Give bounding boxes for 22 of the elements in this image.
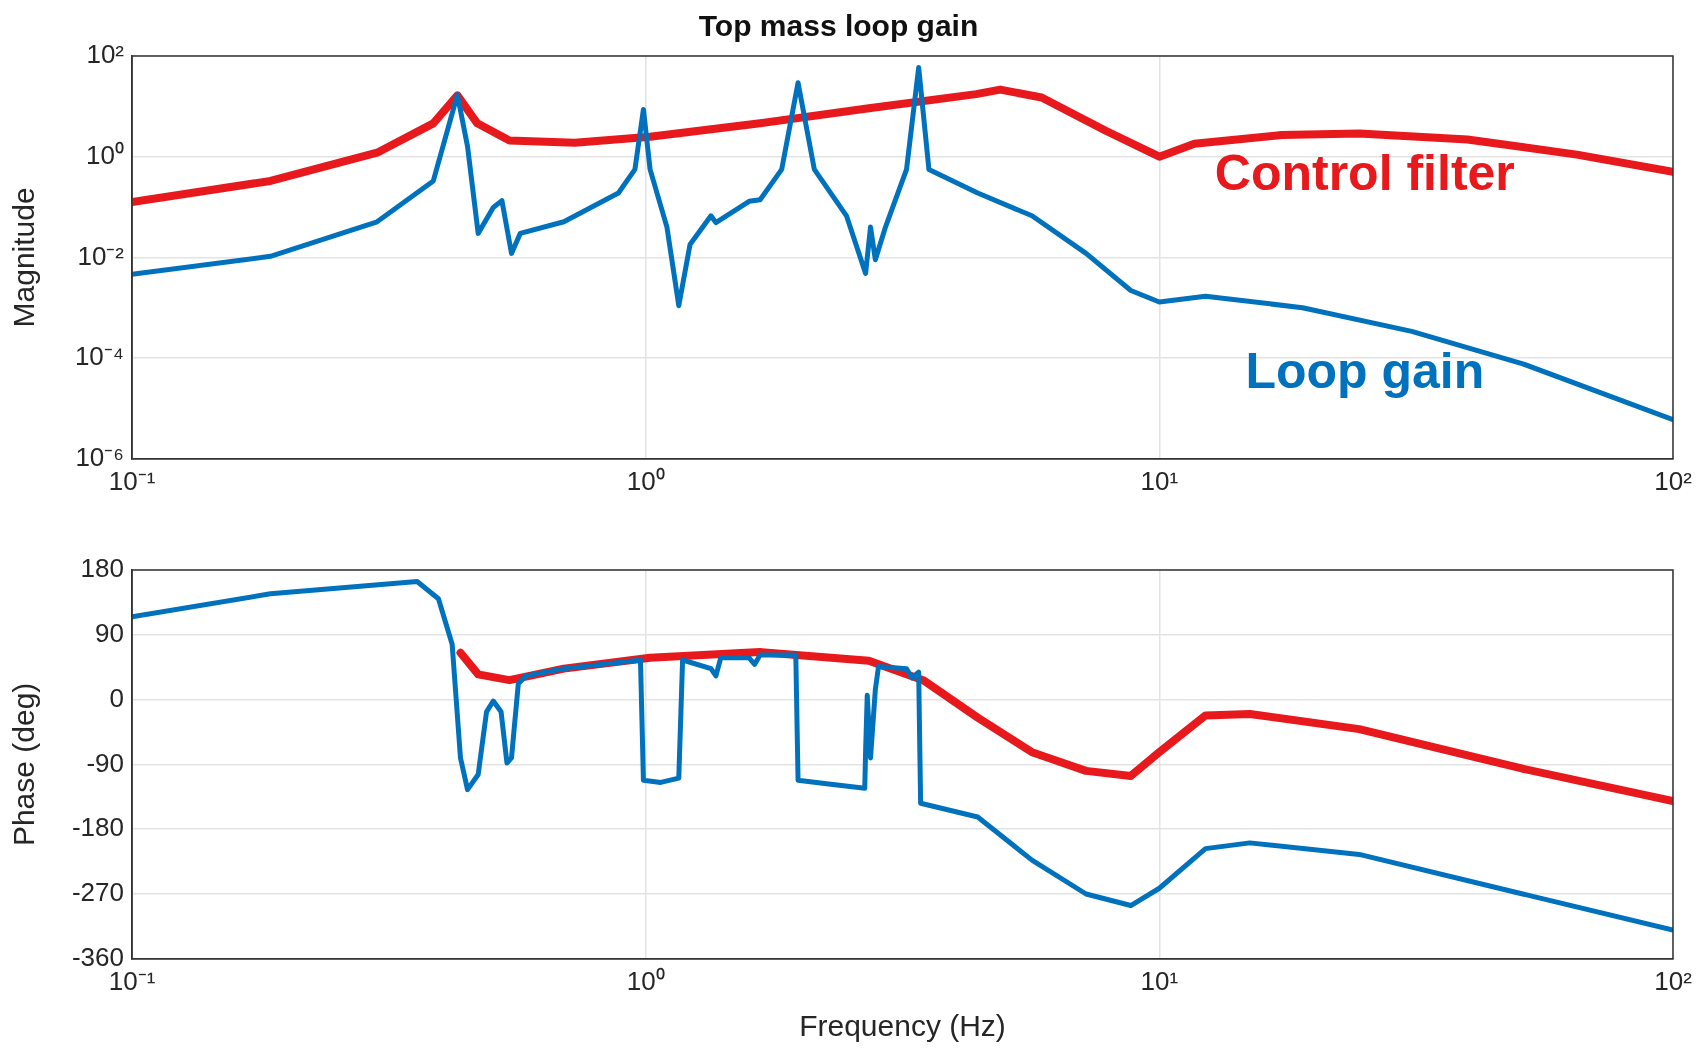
- x-tick-label: 10¹: [1140, 465, 1179, 496]
- y-tick-label: -180: [71, 812, 124, 843]
- series-label: Control filter: [1214, 145, 1515, 202]
- y-tick-label: 10²: [86, 39, 125, 70]
- y-tick-label: 180: [80, 553, 124, 584]
- y-axis-title: Phase (deg): [7, 682, 41, 847]
- y-tick-label: 10⁰: [86, 139, 124, 170]
- x-tick-label: 10²: [1654, 465, 1693, 496]
- x-tick-label: 10⁰: [626, 965, 665, 996]
- series-label: Loop gain: [1245, 343, 1485, 400]
- x-tick-label: 10²: [1654, 965, 1693, 996]
- chart-title: Top mass loop gain: [698, 9, 979, 43]
- x-tick-label: 10¹: [1140, 965, 1179, 996]
- x-axis-title: Frequency (Hz): [799, 1009, 1006, 1043]
- x-tick-label: 10⁰: [626, 465, 665, 496]
- y-tick-label: -90: [86, 747, 124, 778]
- y-tick-label: 10⁻⁴: [74, 341, 124, 372]
- y-tick-label: 0: [109, 682, 124, 713]
- y-tick-label: -270: [71, 877, 124, 908]
- y-tick-label: 90: [95, 617, 124, 648]
- y-axis-title: Magnitude: [7, 187, 41, 328]
- y-tick-label: 10⁻²: [77, 240, 125, 271]
